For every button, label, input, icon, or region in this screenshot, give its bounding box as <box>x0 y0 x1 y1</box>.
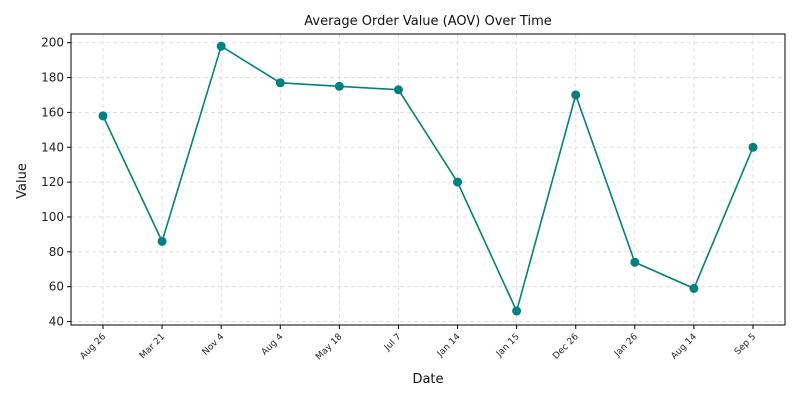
plot-frame <box>70 33 786 326</box>
y-tick-label: 120 <box>41 175 64 189</box>
chart-title: Average Order Value (AOV) Over Time <box>304 14 551 29</box>
data-point <box>216 41 226 51</box>
data-point <box>689 283 699 293</box>
data-point <box>98 111 108 121</box>
x-tick-label: Nov 4 <box>201 332 227 358</box>
data-point <box>571 90 581 100</box>
data-point <box>393 85 403 95</box>
y-tick-label: 200 <box>41 36 64 50</box>
y-tick-label: 80 <box>49 245 64 259</box>
x-tick-label: Jul 7 <box>382 332 404 354</box>
series-layer <box>98 41 758 316</box>
y-tick-label: 100 <box>41 210 64 224</box>
data-point <box>453 177 463 187</box>
y-tick-label: 60 <box>49 280 64 294</box>
y-axis-label: Value <box>15 163 30 199</box>
x-tick-label: Aug 4 <box>260 332 286 358</box>
y-tick-label: 140 <box>41 140 64 154</box>
x-tick-label: Jan 14 <box>435 332 463 360</box>
y-tick-label: 180 <box>41 71 64 85</box>
series-line <box>102 44 754 314</box>
data-point <box>630 257 640 267</box>
y-tick-label: 160 <box>41 105 64 119</box>
x-tick-label: Jan 26 <box>612 332 640 360</box>
y-tick-label: 40 <box>49 315 64 329</box>
x-tick-label: Mar 21 <box>138 332 167 361</box>
x-tick-label: Jan 15 <box>494 332 522 360</box>
x-tick-label: May 18 <box>314 332 345 363</box>
data-point <box>275 78 285 88</box>
data-point <box>334 81 344 91</box>
data-point <box>157 236 167 246</box>
axes: 40 60 80 100 120 140 160 180 200 Aug 26 Mar 21 Nov … <box>41 33 786 363</box>
x-tick-label: Aug 14 <box>669 332 699 362</box>
x-axis-label: Date <box>412 372 443 387</box>
x-tick-label: Sep 5 <box>733 332 758 357</box>
x-tick-label: Dec 26 <box>551 332 581 362</box>
x-tick-label: Aug 26 <box>79 332 109 362</box>
data-point <box>748 142 758 152</box>
data-point <box>512 306 522 316</box>
